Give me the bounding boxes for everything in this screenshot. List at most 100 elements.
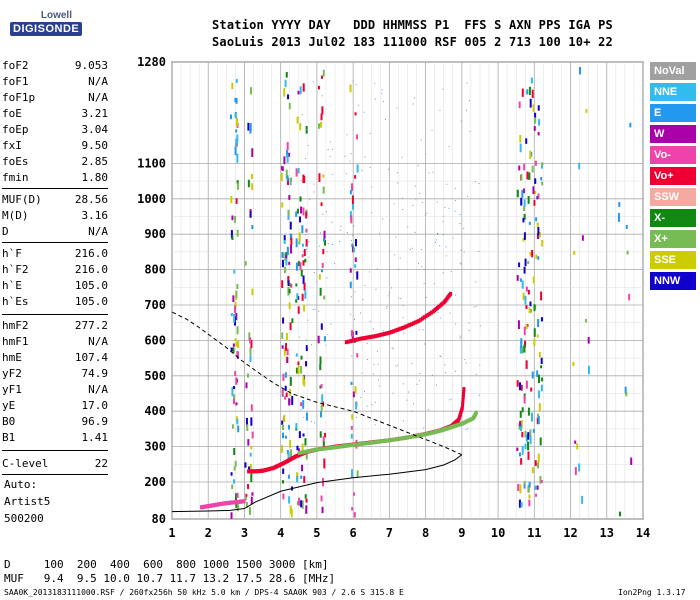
echo-dot <box>444 372 446 374</box>
parameter-key: yE <box>2 399 16 412</box>
echo-dot <box>287 215 290 220</box>
echo-dot <box>384 118 386 120</box>
divider <box>2 188 108 189</box>
echo-dot <box>402 317 404 319</box>
echo-dot <box>251 183 254 190</box>
echo-dot <box>436 201 438 203</box>
echo-dot <box>465 109 467 111</box>
echo-dot <box>445 246 447 248</box>
echo-dot <box>285 343 288 351</box>
trace-point <box>334 445 338 450</box>
parameter-key: foE <box>2 107 22 120</box>
echo-dot <box>351 183 354 191</box>
trace-point <box>388 438 392 443</box>
echo-dot <box>378 379 380 381</box>
echo-dot <box>535 254 538 259</box>
echo-dot <box>519 421 522 427</box>
echo-dot <box>300 475 303 479</box>
echo-dot <box>398 268 400 270</box>
echo-dot <box>318 310 320 312</box>
echo-dot <box>448 146 450 148</box>
echo-dot <box>527 451 530 460</box>
trace-point <box>302 450 306 455</box>
trace-point <box>363 336 367 341</box>
echo-dot <box>527 407 530 416</box>
echo-dot <box>319 356 322 365</box>
echo-dot <box>351 245 354 253</box>
parameter-key: foF2 <box>2 59 29 72</box>
echo-dot <box>519 484 522 494</box>
echo-dot <box>531 165 534 173</box>
trace-point <box>304 449 308 454</box>
echo-dot <box>281 202 284 208</box>
auto-label: Auto: <box>4 478 38 491</box>
echo-dot <box>305 345 308 352</box>
parameter-key: M(D) <box>2 209 29 222</box>
echo-dot <box>624 386 627 394</box>
echo-dot <box>540 384 543 392</box>
echo-dot <box>469 131 471 133</box>
echo-dot <box>232 386 235 390</box>
echo-dot <box>397 182 399 184</box>
echo-dot <box>282 480 285 484</box>
trace-point <box>461 400 465 405</box>
echo-dot <box>322 174 325 178</box>
echo-dot <box>530 152 533 157</box>
y-tick-label: 800 <box>144 263 166 277</box>
echo-dot <box>421 249 423 251</box>
trace-point <box>395 437 399 442</box>
echo-dot <box>521 431 524 438</box>
echo-dot <box>523 395 526 404</box>
echo-dot <box>232 347 235 354</box>
echo-dot <box>527 195 530 204</box>
echo-dot <box>331 222 333 224</box>
echo-dot <box>301 254 304 258</box>
echo-dot <box>300 269 303 277</box>
echo-dot <box>536 417 539 425</box>
echo-dot <box>287 209 290 219</box>
echo-dot <box>440 355 442 357</box>
echo-dot <box>297 167 300 174</box>
echo-dot <box>625 391 628 397</box>
y-tick-label: 80 <box>152 512 166 526</box>
echo-dot <box>295 299 298 303</box>
echo-dot <box>305 339 307 341</box>
echo-dot <box>537 105 540 111</box>
x-tick-label: 11 <box>527 526 541 540</box>
echo-dot <box>587 337 590 344</box>
trace-point <box>377 439 381 444</box>
echo-dot <box>478 182 480 184</box>
echo-dot <box>231 82 234 90</box>
parameter-row-clevel: C-level 22 <box>2 456 108 472</box>
echo-dot <box>351 507 354 511</box>
echo-dot <box>407 226 409 228</box>
trace-point <box>408 322 412 327</box>
x-tick-label: 9 <box>458 526 465 540</box>
echo-dot <box>538 119 541 126</box>
echo-dot <box>524 295 527 305</box>
echo-dot <box>350 433 353 439</box>
trace-point <box>343 444 347 449</box>
echo-dot <box>290 244 293 254</box>
parameter-row: hmF2 277.2 <box>2 318 108 334</box>
echo-dot <box>431 129 433 131</box>
echo-dot <box>302 260 305 266</box>
echo-dot <box>283 235 286 241</box>
echo-dot <box>523 163 526 171</box>
trace-point <box>357 337 361 342</box>
echo-dot <box>297 361 300 366</box>
echo-dot <box>526 89 529 95</box>
echo-dot <box>301 293 304 301</box>
echo-dot <box>233 313 236 323</box>
trace-point <box>431 430 435 435</box>
parameter-row: hmF1 N/A <box>2 334 108 350</box>
digisonde-logo: Lowell DIGISONDE <box>8 8 83 48</box>
echo-dot <box>520 197 523 206</box>
echo-dot <box>229 114 232 120</box>
echo-dot <box>234 215 237 223</box>
echo-dot <box>381 89 383 91</box>
echo-dot <box>320 384 323 388</box>
echo-dot <box>522 292 525 301</box>
y-tick-label: 1280 <box>137 55 166 69</box>
echo-dot <box>322 69 325 77</box>
